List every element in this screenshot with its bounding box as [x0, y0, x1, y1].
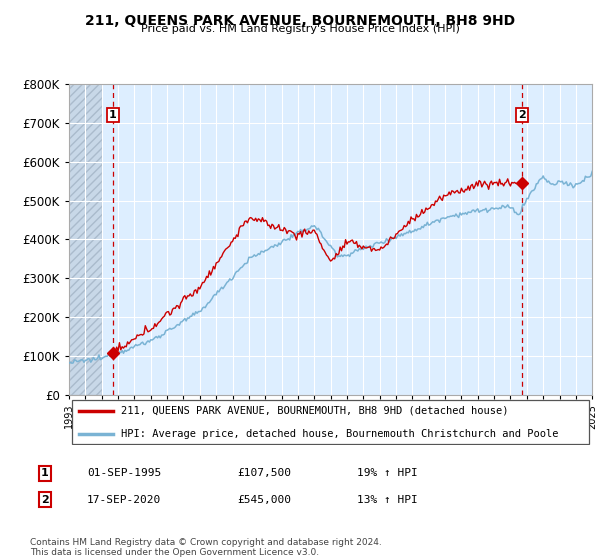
Bar — [69, 84, 102, 395]
Text: £545,000: £545,000 — [237, 494, 291, 505]
Text: 2: 2 — [41, 494, 49, 505]
Text: Price paid vs. HM Land Registry's House Price Index (HPI): Price paid vs. HM Land Registry's House … — [140, 24, 460, 34]
Text: 01-SEP-1995: 01-SEP-1995 — [87, 468, 161, 478]
Text: 1: 1 — [109, 110, 116, 120]
Text: £107,500: £107,500 — [237, 468, 291, 478]
FancyBboxPatch shape — [71, 400, 589, 444]
Text: 19% ↑ HPI: 19% ↑ HPI — [357, 468, 418, 478]
Text: 2: 2 — [518, 110, 526, 120]
Text: Contains HM Land Registry data © Crown copyright and database right 2024.
This d: Contains HM Land Registry data © Crown c… — [30, 538, 382, 557]
Text: 1: 1 — [41, 468, 49, 478]
Text: HPI: Average price, detached house, Bournemouth Christchurch and Poole: HPI: Average price, detached house, Bour… — [121, 429, 559, 438]
Text: 17-SEP-2020: 17-SEP-2020 — [87, 494, 161, 505]
Text: 211, QUEENS PARK AVENUE, BOURNEMOUTH, BH8 9HD (detached house): 211, QUEENS PARK AVENUE, BOURNEMOUTH, BH… — [121, 406, 509, 416]
Text: 211, QUEENS PARK AVENUE, BOURNEMOUTH, BH8 9HD: 211, QUEENS PARK AVENUE, BOURNEMOUTH, BH… — [85, 14, 515, 28]
Text: 13% ↑ HPI: 13% ↑ HPI — [357, 494, 418, 505]
